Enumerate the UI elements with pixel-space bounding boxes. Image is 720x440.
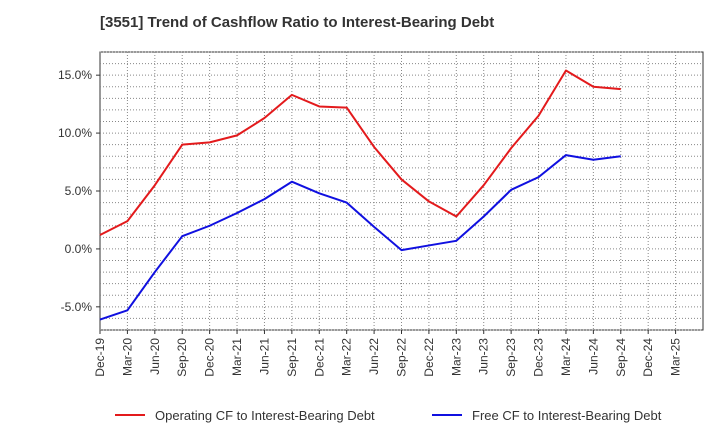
- series-line-operating-cf: [99, 69, 621, 236]
- x-tick-label: Dec-23: [532, 338, 546, 377]
- x-tick-label: Sep-24: [614, 338, 628, 377]
- x-tick-label: Mar-22: [340, 338, 354, 376]
- y-tick-label: 5.0%: [65, 184, 93, 198]
- x-tick-label: Jun-21: [257, 338, 271, 375]
- x-tick-label: Dec-21: [312, 338, 326, 377]
- y-tick-label: 0.0%: [65, 242, 93, 256]
- x-tick-label: Jun-23: [477, 338, 491, 375]
- x-tick-label: Mar-24: [559, 338, 573, 376]
- x-tick-label: Mar-23: [449, 338, 463, 376]
- series-lines: [99, 69, 621, 321]
- x-tick-label: Sep-22: [395, 338, 409, 377]
- legend: Operating CF to Interest-Bearing Debt Fre…: [115, 408, 662, 423]
- grid-lines: [100, 51, 703, 331]
- x-tick-label: Jun-24: [586, 338, 600, 375]
- x-tick-label: Dec-19: [93, 338, 107, 377]
- series-line-free-cf: [99, 154, 621, 321]
- y-tick-label: 10.0%: [58, 126, 92, 140]
- x-tick-label: Mar-21: [230, 338, 244, 376]
- x-tick-label: Jun-22: [367, 338, 381, 375]
- x-tick-label: Jun-20: [148, 338, 162, 375]
- x-tick-label: Mar-25: [669, 338, 683, 376]
- y-tick-label: 15.0%: [58, 68, 92, 82]
- chart-title: [3551] Trend of Cashflow Ratio to Intere…: [100, 14, 495, 31]
- x-tick-label: Dec-22: [422, 338, 436, 377]
- x-tick-label: Sep-23: [504, 338, 518, 377]
- x-tick-label: Dec-20: [203, 338, 217, 377]
- y-axis: -5.0% 0.0% 5.0% 10.0% 15.0%: [58, 68, 100, 314]
- x-tick-label: Sep-21: [285, 338, 299, 377]
- legend-label: Free CF to Interest-Bearing Debt: [472, 408, 662, 423]
- x-tick-label: Mar-20: [120, 338, 134, 376]
- legend-label: Operating CF to Interest-Bearing Debt: [155, 408, 375, 423]
- x-axis: Dec-19 Mar-20 Jun-20 Sep-20 Dec-20 Mar-21 Jun-…: [93, 330, 683, 377]
- y-tick-label: -5.0%: [61, 300, 93, 314]
- x-tick-label: Dec-24: [641, 338, 655, 377]
- x-tick-label: Sep-20: [175, 338, 189, 377]
